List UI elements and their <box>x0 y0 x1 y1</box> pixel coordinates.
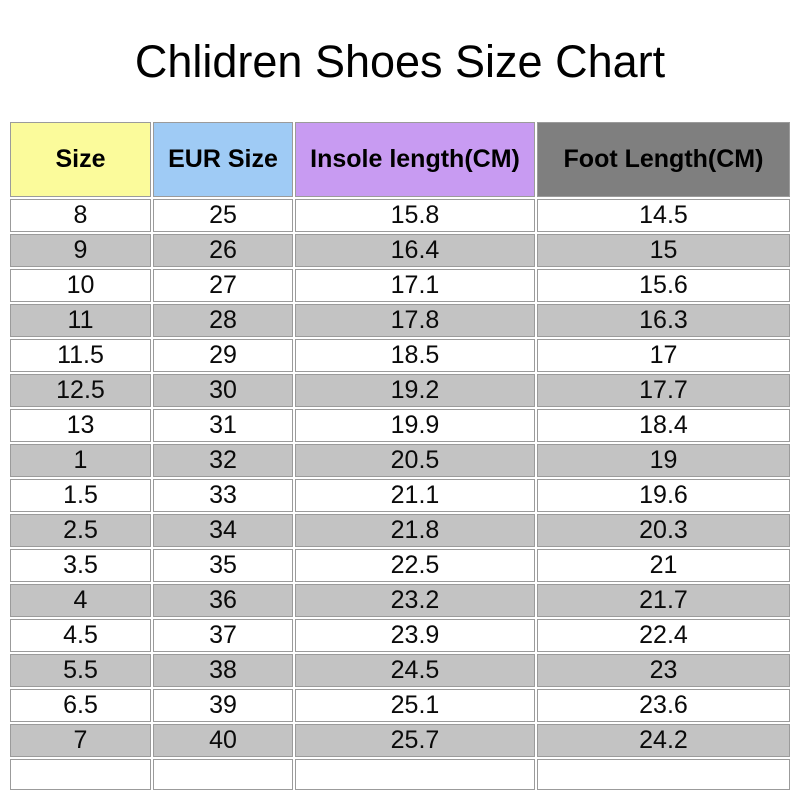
table-cell: 5.5 <box>10 654 151 687</box>
table-cell: 22.5 <box>295 549 535 582</box>
table-row: 12.5 30 19.2 17.7 <box>10 374 790 407</box>
table-cell: 21 <box>537 549 790 582</box>
table-cell: 31 <box>153 409 293 442</box>
table-row: 11.5 29 18.5 17 <box>10 339 790 372</box>
table-cell: 11 <box>10 304 151 337</box>
table-row: 9 26 16.4 15 <box>10 234 790 267</box>
table-cell: 17 <box>537 339 790 372</box>
table-cell: 26 <box>153 234 293 267</box>
table-cell: 32 <box>153 444 293 477</box>
table-cell: 15 <box>537 234 790 267</box>
page-title: Chlidren Shoes Size Chart <box>134 36 666 87</box>
table-cell: 10 <box>10 269 151 302</box>
table-cell: 4.5 <box>10 619 151 652</box>
table-cell: 9 <box>10 234 151 267</box>
header-row: Size EUR Size Insole length(CM) Foot Length… <box>10 122 790 197</box>
table-cell: 18.5 <box>295 339 535 372</box>
table-cell: 22.4 <box>537 619 790 652</box>
table-cell: 24.2 <box>537 724 790 757</box>
table-cell: 11.5 <box>10 339 151 372</box>
table-cell: 6.5 <box>10 689 151 722</box>
table-cell: 27 <box>153 269 293 302</box>
table-cell: 17.1 <box>295 269 535 302</box>
table-cell: 25.7 <box>295 724 535 757</box>
table-cell: 29 <box>153 339 293 372</box>
table-cell <box>537 759 790 790</box>
table-row: 4.5 37 23.9 22.4 <box>10 619 790 652</box>
table-cell: 38 <box>153 654 293 687</box>
table-cell <box>10 759 151 790</box>
table-row: 1 32 20.5 19 <box>10 444 790 477</box>
table-cell: 16.4 <box>295 234 535 267</box>
table-cell: 25.1 <box>295 689 535 722</box>
table-row: 2.5 34 21.8 20.3 <box>10 514 790 547</box>
table-cell: 15.6 <box>537 269 790 302</box>
table-cell: 21.7 <box>537 584 790 617</box>
col-header-eur-size: EUR Size <box>153 122 293 197</box>
table-cell: 30 <box>153 374 293 407</box>
table-cell <box>153 759 293 790</box>
table-cell: 37 <box>153 619 293 652</box>
table-cell: 35 <box>153 549 293 582</box>
table-row: 7 40 25.7 24.2 <box>10 724 790 757</box>
table-cell: 23 <box>537 654 790 687</box>
table-row <box>10 759 790 790</box>
table-cell: 1.5 <box>10 479 151 512</box>
table-cell: 12.5 <box>10 374 151 407</box>
table-cell: 1 <box>10 444 151 477</box>
size-chart-table: Size EUR Size Insole length(CM) Foot Length… <box>8 120 792 792</box>
table-cell <box>295 759 535 790</box>
table-cell: 20.5 <box>295 444 535 477</box>
table-cell: 7 <box>10 724 151 757</box>
col-header-size: Size <box>10 122 151 197</box>
table-cell: 17.8 <box>295 304 535 337</box>
col-header-foot-length: Foot Length(CM) <box>537 122 790 197</box>
table-row: 4 36 23.2 21.7 <box>10 584 790 617</box>
table-cell: 19.6 <box>537 479 790 512</box>
table-cell: 34 <box>153 514 293 547</box>
table-row: 1.5 33 21.1 19.6 <box>10 479 790 512</box>
col-header-insole-length: Insole length(CM) <box>295 122 535 197</box>
table-cell: 15.8 <box>295 199 535 232</box>
table-cell: 28 <box>153 304 293 337</box>
table-cell: 21.8 <box>295 514 535 547</box>
table-cell: 19.2 <box>295 374 535 407</box>
table-cell: 3.5 <box>10 549 151 582</box>
table-cell: 39 <box>153 689 293 722</box>
table-body: 8 25 15.8 14.5 9 26 16.4 15 10 27 17.1 15.6 11 28 17.8… <box>10 199 790 790</box>
table-row: 6.5 39 25.1 23.6 <box>10 689 790 722</box>
table-cell: 17.7 <box>537 374 790 407</box>
table-cell: 19 <box>537 444 790 477</box>
table-cell: 19.9 <box>295 409 535 442</box>
table-cell: 40 <box>153 724 293 757</box>
table-cell: 16.3 <box>537 304 790 337</box>
table-row: 5.5 38 24.5 23 <box>10 654 790 687</box>
table-cell: 25 <box>153 199 293 232</box>
table-cell: 23.9 <box>295 619 535 652</box>
table-cell: 21.1 <box>295 479 535 512</box>
table-cell: 18.4 <box>537 409 790 442</box>
table-cell: 24.5 <box>295 654 535 687</box>
table-cell: 36 <box>153 584 293 617</box>
table-cell: 20.3 <box>537 514 790 547</box>
table-row: 3.5 35 22.5 21 <box>10 549 790 582</box>
table-cell: 4 <box>10 584 151 617</box>
table-cell: 8 <box>10 199 151 232</box>
table-cell: 14.5 <box>537 199 790 232</box>
table-cell: 23.2 <box>295 584 535 617</box>
table-row: 8 25 15.8 14.5 <box>10 199 790 232</box>
table-row: 13 31 19.9 18.4 <box>10 409 790 442</box>
table-cell: 13 <box>10 409 151 442</box>
table-row: 10 27 17.1 15.6 <box>10 269 790 302</box>
table-cell: 2.5 <box>10 514 151 547</box>
table-row: 11 28 17.8 16.3 <box>10 304 790 337</box>
table-cell: 33 <box>153 479 293 512</box>
table-cell: 23.6 <box>537 689 790 722</box>
